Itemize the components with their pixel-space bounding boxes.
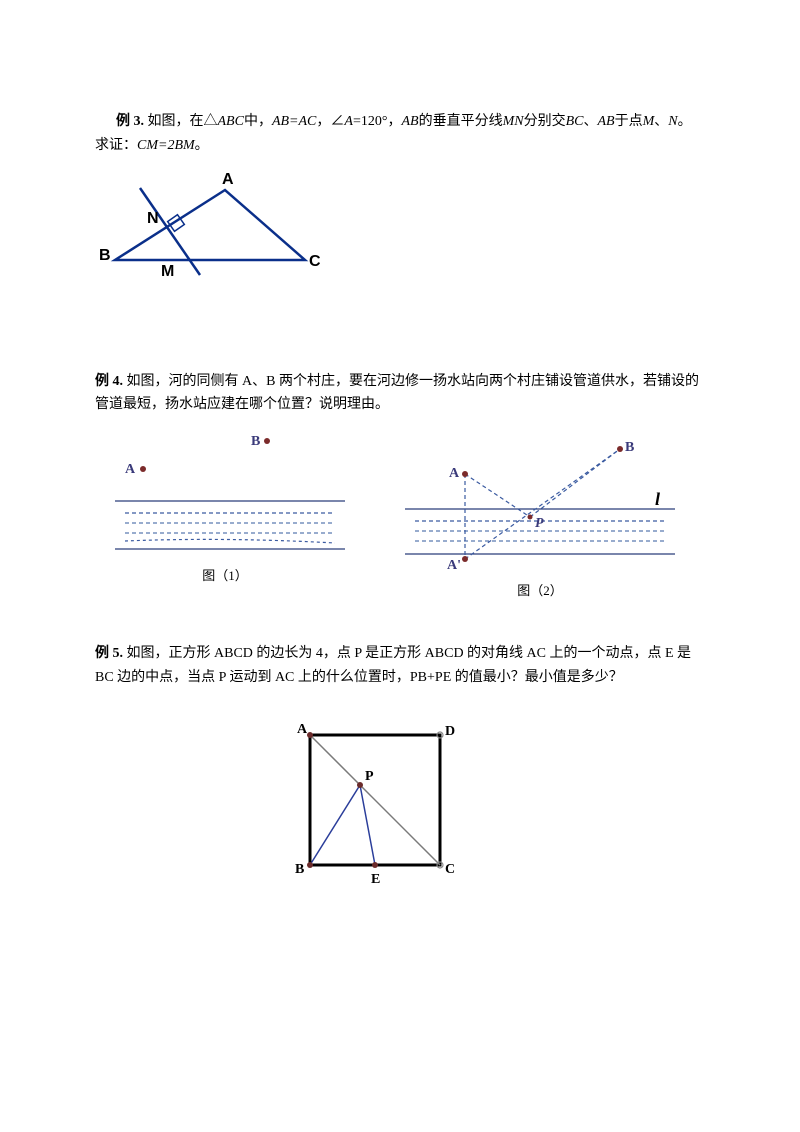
problem-3-figure: A B C N M	[95, 170, 705, 280]
fig4a-label-A: A	[125, 462, 136, 477]
problem-4-figures: A B 图（1）	[95, 429, 705, 602]
fig3-label-N: N	[147, 210, 159, 227]
problem-5-figure: A D B C P E	[275, 715, 705, 895]
problem-3: 例 3. 如图，在△ABC中，AB=AC，∠A=120°，AB的垂直平分线MN分…	[95, 110, 705, 280]
fig5-label-P: P	[365, 769, 374, 784]
problem-4-figure-2: A B A' P l 图（2）	[395, 429, 685, 602]
fig5-label-B: B	[295, 862, 304, 877]
fig4a-caption: 图（1）	[95, 565, 355, 587]
problem-4: 例 4. 如图，河的同侧有 A、B 两个村庄，要在河边修一扬水站向两个村庄铺设管…	[95, 370, 705, 603]
problem-4-text: 例 4. 如图，河的同侧有 A、B 两个村庄，要在河边修一扬水站向两个村庄铺设管…	[95, 370, 705, 418]
problem-3-text: 例 3. 如图，在△ABC中，AB=AC，∠A=120°，AB的垂直平分线MN分…	[95, 110, 705, 158]
fig5-label-C: C	[445, 862, 455, 877]
fig4b-label-B: B	[625, 440, 634, 455]
fig5-label-D: D	[445, 724, 455, 739]
problem-4-label: 例 4.	[95, 374, 123, 389]
fig4b-label-P: P	[535, 516, 544, 531]
problem-4-figure-1: A B 图（1）	[95, 429, 355, 602]
fig4b-label-l: l	[655, 489, 660, 509]
fig4b-label-Ap: A'	[447, 558, 461, 573]
problem-5-text: 例 5. 如图，正方形 ABCD 的边长为 4，点 P 是正方形 ABCD 的对…	[95, 642, 705, 690]
fig4b-caption: 图（2）	[395, 580, 685, 602]
fig3-label-M: M	[161, 263, 174, 280]
fig3-label-B: B	[99, 247, 111, 264]
problem-5: 例 5. 如图，正方形 ABCD 的边长为 4，点 P 是正方形 ABCD 的对…	[95, 642, 705, 895]
fig4b-label-A: A	[449, 466, 460, 481]
fig4a-label-B: B	[251, 434, 260, 449]
fig5-label-E: E	[371, 872, 380, 887]
fig3-label-C: C	[309, 253, 320, 270]
fig3-label-A: A	[222, 171, 234, 188]
fig5-label-A: A	[297, 722, 308, 737]
problem-5-label: 例 5.	[95, 646, 123, 661]
problem-3-label: 例 3.	[116, 114, 144, 129]
